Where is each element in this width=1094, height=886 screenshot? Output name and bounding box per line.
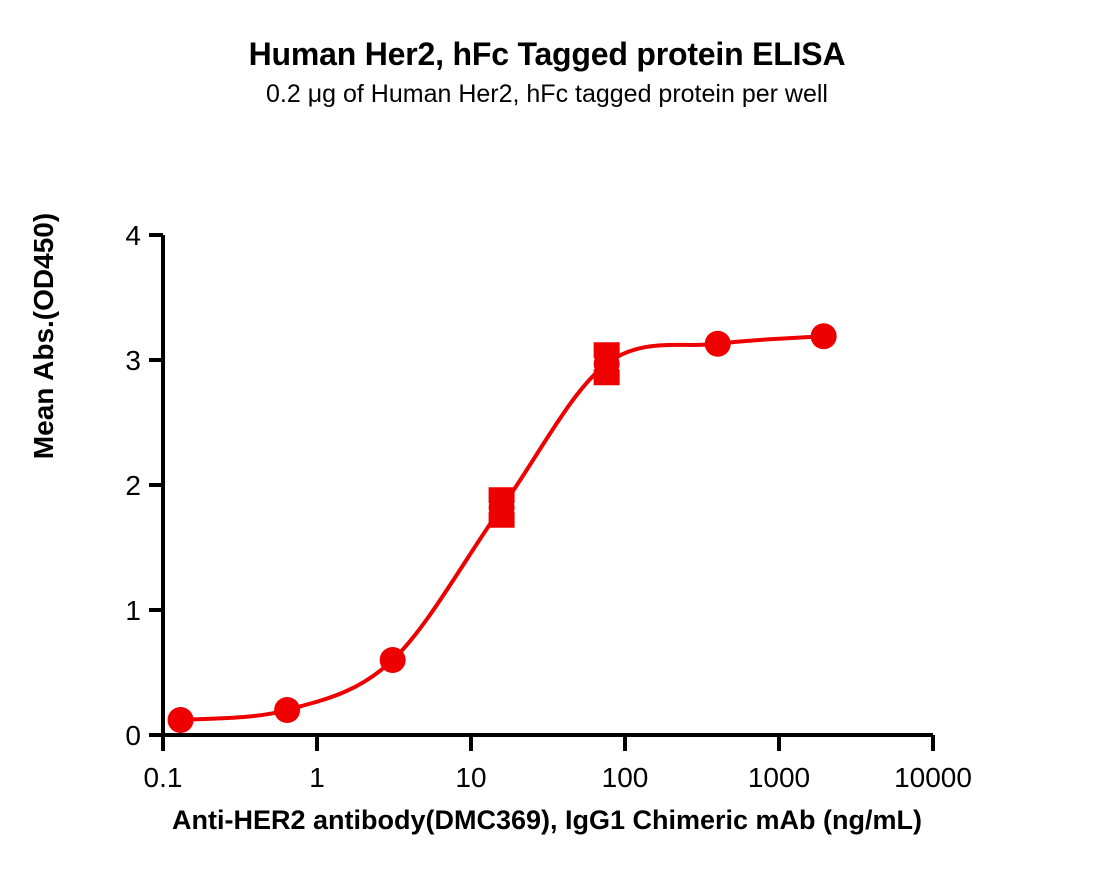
x-tick-label: 0.1 — [144, 762, 183, 793]
data-point-marker — [704, 330, 731, 357]
x-tick-label: 10 — [455, 762, 486, 793]
figure-titles: Human Her2, hFc Tagged protein ELISA 0.2… — [0, 34, 1094, 111]
fit-curve — [178, 334, 826, 722]
data-point-markers — [167, 323, 837, 733]
axes-group — [161, 235, 933, 737]
data-point-marker — [810, 323, 837, 350]
data-point-marker — [488, 494, 515, 521]
x-tick-label: 10000 — [894, 762, 972, 793]
data-point-marker — [167, 707, 194, 733]
chart-title: Human Her2, hFc Tagged protein ELISA — [248, 36, 846, 72]
x-tick-label: 1000 — [748, 762, 810, 793]
x-tick-label: 100 — [602, 762, 649, 793]
y-axis-tick-labels: 0 1 2 3 4 — [125, 220, 141, 751]
x-tick-label: 1 — [309, 762, 325, 793]
x-axis-tick-labels: 0.1 1 10 100 1000 10000 — [144, 762, 972, 793]
chart-subtitle: 0.2 μg of Human Her2, hFc tagged protein… — [266, 80, 828, 108]
y-tick-label: 1 — [125, 595, 141, 626]
y-tick-label: 0 — [125, 720, 141, 751]
x-axis-label: Anti-HER2 antibody(DMC369), IgG1 Chimeri… — [171, 805, 923, 835]
y-axis-ticks — [149, 233, 163, 737]
data-point-marker — [274, 697, 301, 723]
y-tick-label: 2 — [125, 470, 141, 501]
x-axis-ticks — [161, 735, 935, 751]
data-point-marker — [379, 647, 406, 673]
data-point-marker — [593, 350, 620, 377]
y-tick-label: 3 — [125, 345, 141, 376]
y-tick-label: 4 — [125, 220, 141, 251]
